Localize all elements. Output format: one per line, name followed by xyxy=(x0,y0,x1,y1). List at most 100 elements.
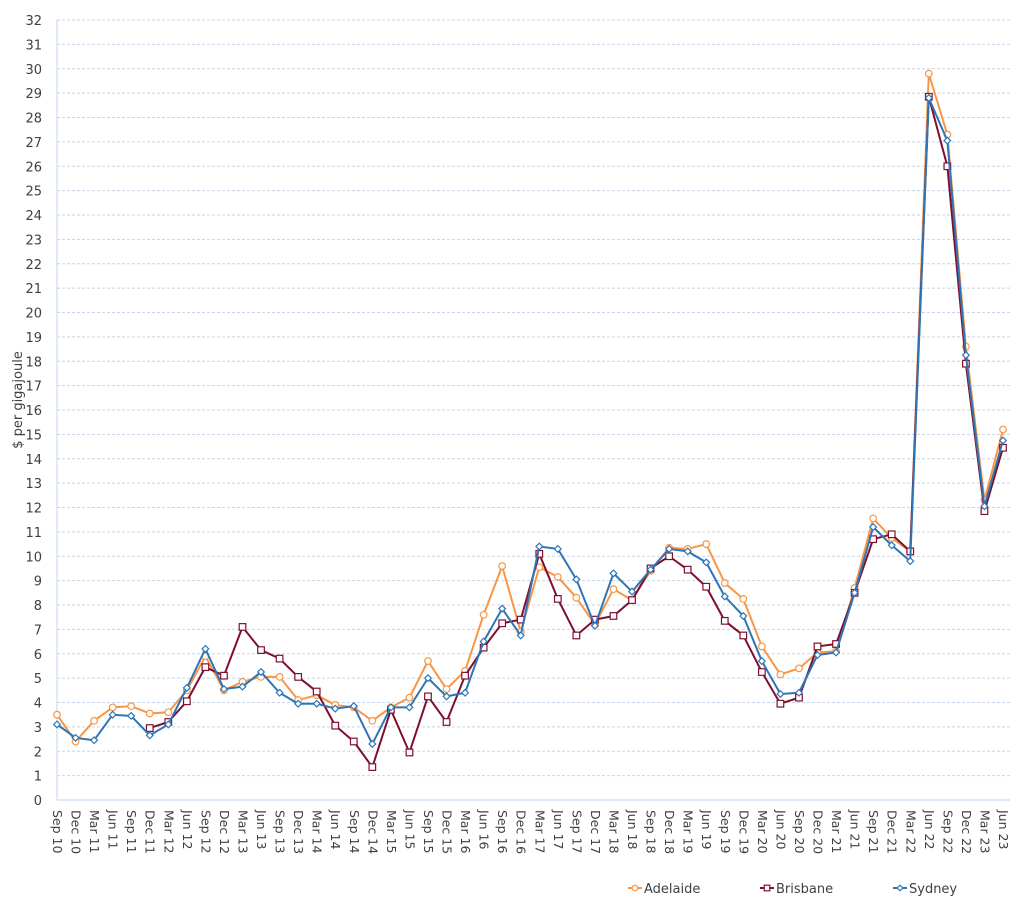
square-marker xyxy=(275,654,284,663)
square-marker xyxy=(294,673,303,681)
x-tick-label: Jun 11 xyxy=(106,809,121,849)
diamond-marker xyxy=(609,569,618,578)
series-group xyxy=(52,69,1008,771)
diamond-marker xyxy=(442,692,451,701)
diamond-marker xyxy=(757,656,767,666)
y-tick-label: 0 xyxy=(34,794,42,809)
square-marker xyxy=(665,552,674,561)
diamond-marker xyxy=(794,688,804,697)
y-tick-label: 14 xyxy=(25,453,42,468)
x-tick-label: Sep 16 xyxy=(495,810,510,853)
series-line xyxy=(56,72,1004,743)
y-tick-label: 19 xyxy=(25,331,42,346)
circle-marker xyxy=(720,579,729,587)
square-marker xyxy=(609,612,618,620)
x-tick-label: Jun 22 xyxy=(922,809,937,849)
legend-item-brisbane[interactable]: Brisbane xyxy=(760,882,833,897)
diamond-marker xyxy=(423,673,433,683)
x-tick-label: Sep 14 xyxy=(347,810,362,853)
x-tick-label: Jun 19 xyxy=(699,809,714,849)
y-tick-label: 30 xyxy=(25,63,42,78)
x-tick-label: Mar 22 xyxy=(903,810,918,853)
x-tick-label: Sep 19 xyxy=(718,810,733,853)
x-tick-label: Jun 23 xyxy=(996,809,1011,849)
diamond-marker xyxy=(739,611,748,621)
x-tick-label: Dec 14 xyxy=(365,810,380,854)
circle-marker xyxy=(757,642,766,651)
x-tick-label: Sep 11 xyxy=(124,810,139,853)
x-tick-label: Dec 21 xyxy=(885,810,900,854)
y-tick-label: 5 xyxy=(34,672,42,687)
circle-marker xyxy=(442,685,451,693)
x-tick-label: Mar 19 xyxy=(681,810,696,854)
x-tick-label: Mar 23 xyxy=(977,810,992,853)
y-axis-title: $ per gigajoule xyxy=(11,351,26,449)
y-tick-label: 16 xyxy=(25,404,42,419)
diamond-marker xyxy=(386,703,396,712)
series-sydney xyxy=(52,93,1008,749)
square-marker xyxy=(405,748,414,757)
y-tick-label: 26 xyxy=(25,160,42,175)
diamond-marker xyxy=(368,739,377,749)
square-marker xyxy=(424,692,432,701)
x-tick-label: Sep 21 xyxy=(866,810,881,853)
x-tick-label: Jun 12 xyxy=(180,809,195,849)
square-marker xyxy=(813,642,822,651)
diamond-marker xyxy=(553,544,562,554)
y-tick-label: 32 xyxy=(25,14,42,29)
diamond-marker xyxy=(164,720,173,729)
circle-marker xyxy=(479,610,488,619)
y-tick-label: 28 xyxy=(25,112,42,127)
x-tick-label: Mar 17 xyxy=(532,810,547,853)
square-marker xyxy=(943,162,952,171)
x-tick-label: Jun 14 xyxy=(328,809,343,849)
square-marker xyxy=(720,616,729,625)
square-marker xyxy=(683,565,692,574)
diamond-marker xyxy=(89,736,99,745)
diamond-marker xyxy=(887,541,896,550)
square-marker xyxy=(331,721,340,730)
x-tick-label: Jun 17 xyxy=(551,809,566,849)
diamond-marker xyxy=(924,93,933,103)
x-tick-label: Sep 20 xyxy=(792,810,807,853)
y-tick-label: 10 xyxy=(25,550,42,565)
legend-item-adelaide[interactable]: Adelaide xyxy=(628,882,700,897)
diamond-marker xyxy=(127,711,136,721)
square-marker xyxy=(257,646,265,654)
x-tick-label: Sep 13 xyxy=(273,810,288,853)
x-tick-label: Jun 15 xyxy=(402,809,417,849)
diamond-marker xyxy=(219,684,229,694)
x-tick-label: Dec 11 xyxy=(143,810,158,854)
y-tick-label: 31 xyxy=(25,38,42,53)
diamond-marker xyxy=(182,683,191,693)
y-tick-label: 27 xyxy=(25,136,42,151)
square-marker xyxy=(776,699,785,708)
circle-marker xyxy=(702,540,711,548)
diamond-marker xyxy=(664,544,674,554)
y-tick-label: 4 xyxy=(34,697,42,712)
x-tick-label: Mar 11 xyxy=(87,810,102,853)
y-tick-label: 8 xyxy=(34,599,42,614)
x-tick-label: Jun 16 xyxy=(477,809,492,849)
circle-marker xyxy=(145,709,154,718)
diamond-marker xyxy=(590,621,600,630)
x-tick-label: Dec 16 xyxy=(514,810,529,854)
circle-marker xyxy=(498,562,507,570)
series-line xyxy=(56,97,1004,745)
y-tick-label: 25 xyxy=(25,185,42,200)
x-tick-label: Dec 18 xyxy=(662,810,677,854)
y-tick-label: 22 xyxy=(25,258,42,273)
x-tick-label: Dec 19 xyxy=(736,810,751,854)
axes xyxy=(56,20,1010,801)
square-marker xyxy=(349,737,358,746)
x-tick-label: Mar 15 xyxy=(384,810,399,853)
x-tick-label: Dec 22 xyxy=(959,810,974,854)
y-tick-label: 12 xyxy=(25,502,42,517)
legend-label: Brisbane xyxy=(776,882,833,897)
circle-marker xyxy=(739,595,748,603)
square-marker xyxy=(628,596,636,605)
legend-item-sydney[interactable]: Sydney xyxy=(893,882,957,897)
circle-marker xyxy=(631,884,639,892)
x-tick-label: Dec 10 xyxy=(69,810,84,854)
